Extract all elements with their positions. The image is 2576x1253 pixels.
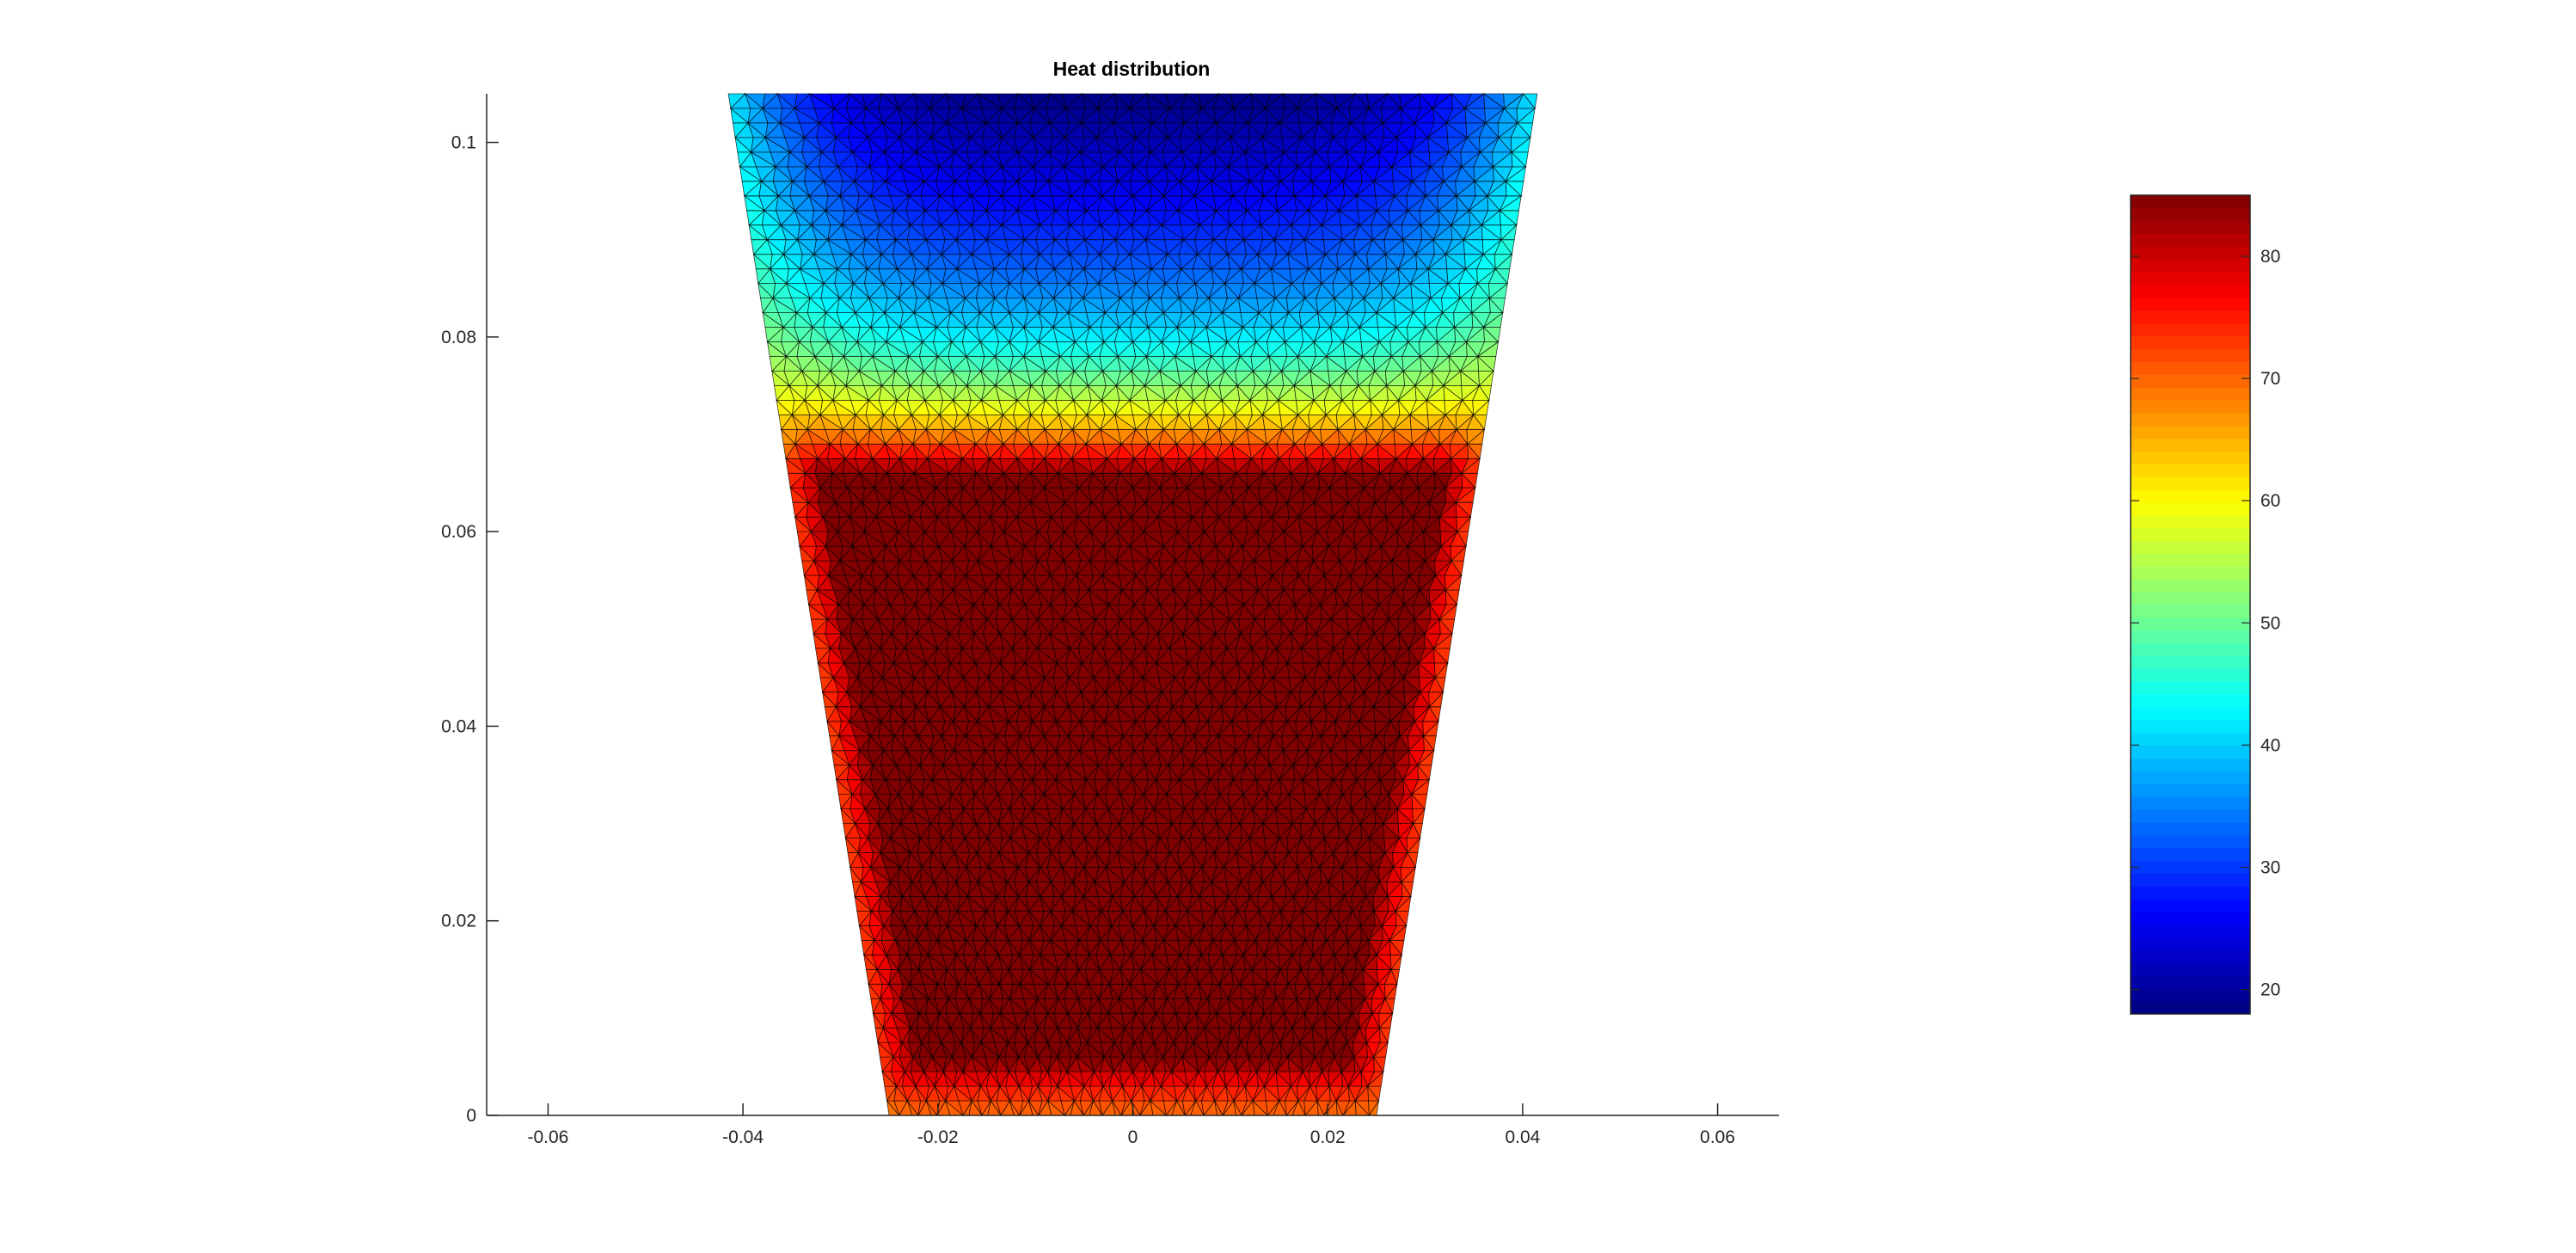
chart-title: Heat distribution bbox=[1053, 58, 1211, 80]
temperature-mesh bbox=[727, 92, 1538, 1117]
